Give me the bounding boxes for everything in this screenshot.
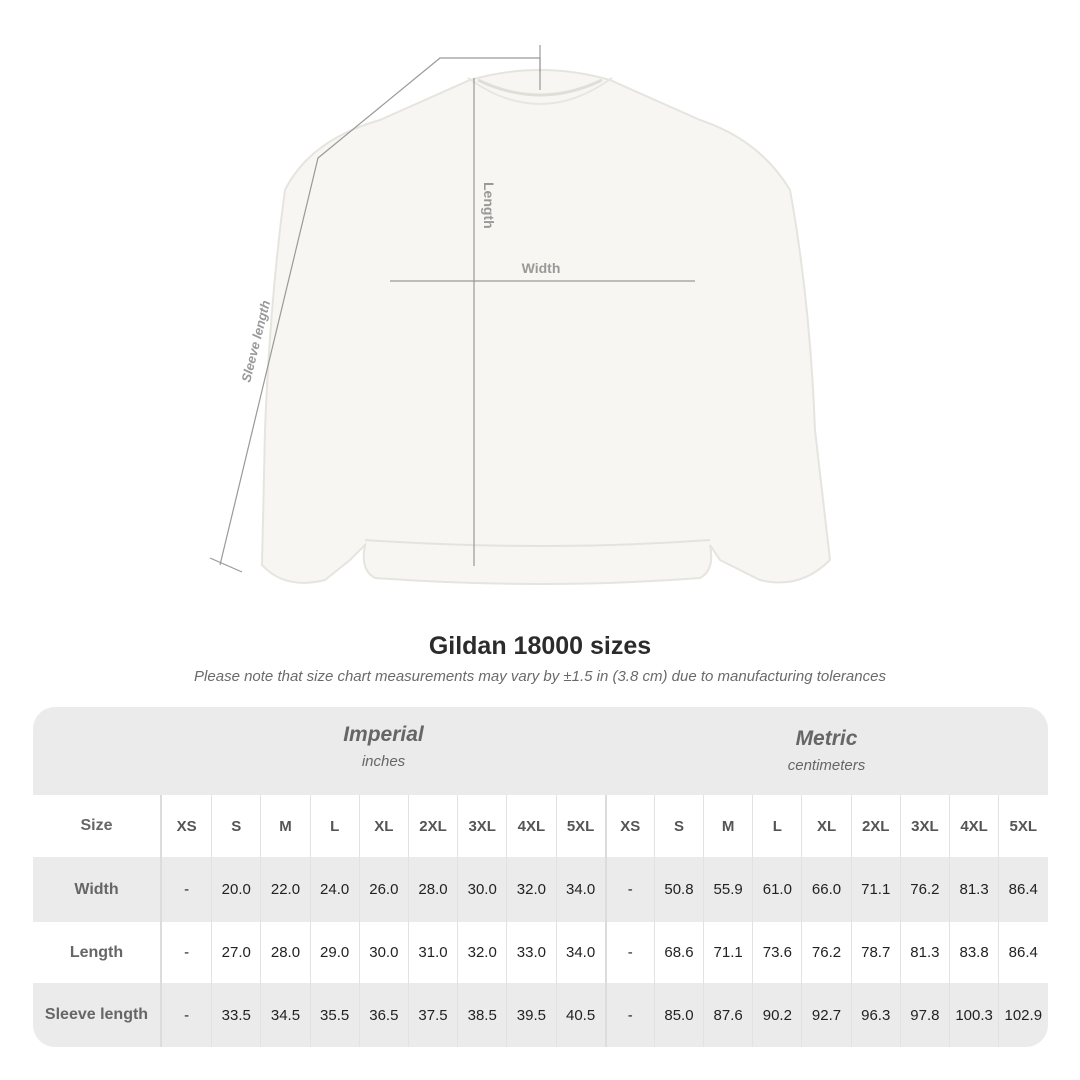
size-header-cell: 4XL	[506, 795, 555, 857]
imperial-value-cell: 30.0	[457, 857, 506, 922]
size-header-cell: 2XL	[407, 795, 457, 857]
metric-value-cell: -	[604, 857, 654, 922]
table-row: Width -20.0 22.0 24.0 26.0 28.0 30.0 32.0 34.0-5…	[33, 857, 1048, 922]
metric-value-cell: -	[604, 922, 654, 983]
size-header-cell: S	[211, 795, 260, 857]
row-label: Width	[33, 857, 162, 922]
imperial-value-cell: 28.0	[260, 922, 309, 983]
metric-value-cell: 90.2	[752, 983, 801, 1047]
imperial-value-cell: 32.0	[457, 922, 506, 983]
size-header-cell: 5XL	[555, 795, 605, 857]
metric-value-cell: 68.6	[653, 922, 703, 983]
metric-value-cell: 97.8	[899, 983, 949, 1047]
metric-value-cell: 92.7	[801, 983, 850, 1047]
metric-value-cell: 96.3	[850, 983, 900, 1047]
imperial-value-cell: 34.0	[555, 922, 605, 983]
imperial-title: Imperial	[343, 723, 424, 746]
size-header-cell: 3XL	[457, 795, 506, 857]
imperial-value-cell: -	[184, 1006, 190, 1024]
imperial-value-cell: -	[184, 881, 190, 898]
tolerance-note: Please note that size chart measurements…	[194, 668, 886, 685]
size-header-cell: XS	[604, 795, 654, 857]
page-title: Gildan 18000 sizes	[428, 632, 652, 660]
imperial-value-cell: 36.5	[358, 983, 408, 1047]
imperial-unit: inches	[361, 753, 406, 770]
metric-value-cell: 61.0	[752, 857, 801, 922]
size-header-cell: 4XL	[949, 795, 998, 857]
imperial-value-cell: 24.0	[309, 857, 359, 922]
imperial-value-cell: 29.0	[309, 922, 359, 983]
imperial-value-cell: 30.0	[358, 922, 408, 983]
imperial-value-cell: 22.0	[260, 857, 309, 922]
size-header-row: Size XS S M L XL 2XL 3XL 4XL 5XL XS S M L XL 2XL 3XL 4XL 5…	[33, 795, 1048, 857]
imperial-value-cell: 37.5	[407, 983, 457, 1047]
imperial-value-cell: 32.0	[506, 857, 555, 922]
size-table: Imperial inches Metric centimeters Size X…	[33, 707, 1048, 1047]
metric-value-cell: 81.3	[949, 857, 998, 922]
imperial-value-cell: 33.5	[211, 983, 260, 1047]
imperial-value-cell: 20.0	[211, 857, 260, 922]
measurement-lines	[209, 45, 695, 573]
metric-value-cell: -	[604, 983, 654, 1047]
metric-value-cell: 71.1	[703, 922, 752, 983]
imperial-group: Imperial inches	[162, 723, 605, 770]
metric-value-cell: 73.6	[752, 922, 801, 983]
size-header-cell: M	[703, 795, 752, 857]
imperial-value-cell: -	[184, 944, 190, 961]
metric-unit: centimeters	[787, 757, 866, 774]
imperial-value-cell: 35.5	[309, 983, 359, 1047]
metric-value-cell: 86.4	[998, 857, 1047, 922]
metric-value-cell: 76.2	[801, 922, 850, 983]
size-header-cell: 2XL	[850, 795, 900, 857]
metric-value-cell: 55.9	[703, 857, 752, 922]
sweatshirt-diagram: Length Width Sleeve length	[209, 45, 832, 585]
row-label: Sleeve length	[33, 983, 162, 1047]
metric-title: Metric	[795, 727, 858, 750]
imperial-value-cell: 28.0	[407, 857, 457, 922]
imperial-value-cell: 40.5	[555, 983, 605, 1047]
size-header-cell: L	[309, 795, 359, 857]
metric-value-cell: 76.2	[899, 857, 949, 922]
metric-value-cell: 87.6	[703, 983, 752, 1047]
size-header-cell: XS	[176, 817, 197, 835]
size-header-cell: S	[653, 795, 703, 857]
imperial-value-cell: 26.0	[358, 857, 408, 922]
metric-value-cell: 78.7	[850, 922, 900, 983]
size-header-cell: L	[752, 795, 801, 857]
metric-value-cell: 100.3	[949, 983, 998, 1047]
imperial-value-cell: 38.5	[457, 983, 506, 1047]
size-header-cell: 5XL	[998, 795, 1047, 857]
imperial-value-cell: 33.0	[506, 922, 555, 983]
size-header-cell: M	[260, 795, 309, 857]
metric-value-cell: 81.3	[899, 922, 949, 983]
metric-value-cell: 85.0	[653, 983, 703, 1047]
length-label: Length	[481, 182, 497, 229]
sweatshirt-image	[260, 69, 832, 585]
size-header-cell: 3XL	[899, 795, 949, 857]
width-label: Width	[522, 260, 561, 276]
metric-value-cell: 50.8	[653, 857, 703, 922]
metric-value-cell: 66.0	[801, 857, 850, 922]
row-label: Size	[33, 795, 162, 857]
metric-value-cell: 86.4	[998, 922, 1047, 983]
imperial-value-cell: 27.0	[211, 922, 260, 983]
table-row: Length -27.0 28.0 29.0 30.0 31.0 32.0 33.0 34.0-…	[33, 922, 1048, 983]
row-label: Length	[33, 922, 162, 983]
imperial-value-cell: 34.0	[555, 857, 605, 922]
metric-value-cell: 83.8	[949, 922, 998, 983]
metric-group: Metric centimeters	[605, 727, 1048, 774]
imperial-value-cell: 31.0	[407, 922, 457, 983]
size-header-cell: XL	[358, 795, 408, 857]
table-row: Sleeve length - 33.5 34.5 35.5 36.5 37.5 38.5 39…	[33, 983, 1048, 1047]
metric-value-cell: 71.1	[850, 857, 900, 922]
imperial-value-cell: 34.5	[260, 983, 309, 1047]
imperial-value-cell: 39.5	[506, 983, 555, 1047]
size-header-cell: XL	[801, 795, 850, 857]
table-header: Imperial inches Metric centimeters	[33, 707, 1048, 795]
metric-value-cell: 102.9	[998, 983, 1047, 1047]
